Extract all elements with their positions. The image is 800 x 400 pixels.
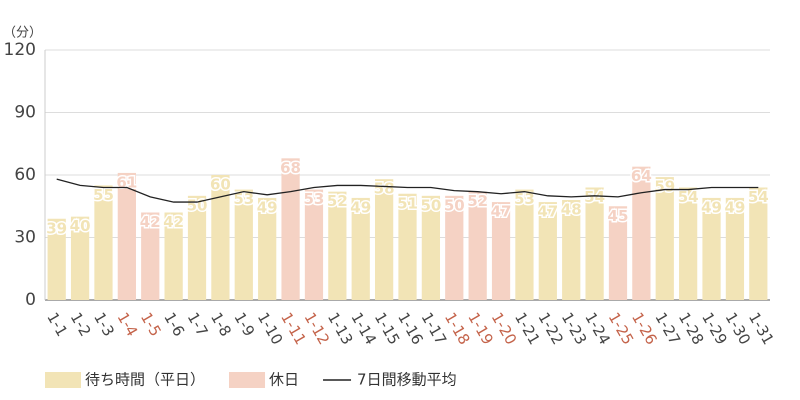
- x-tick-label: 1-8: [207, 309, 235, 339]
- data-label: 42: [163, 213, 184, 231]
- data-label: 58: [374, 180, 395, 198]
- bar: [725, 197, 745, 300]
- x-tick-label: 1-2: [67, 309, 95, 339]
- data-label: 47: [491, 203, 512, 221]
- data-label: 47: [537, 203, 558, 221]
- data-label: 68: [280, 159, 301, 177]
- legend-swatch: [229, 372, 266, 388]
- data-label: 42: [140, 213, 161, 231]
- data-label: 53: [304, 190, 325, 208]
- data-label: 54: [678, 188, 699, 206]
- data-label: 61: [116, 173, 137, 191]
- data-label: 53: [233, 190, 254, 208]
- line: [56, 178, 759, 203]
- data-label: 49: [724, 198, 745, 216]
- bar: [608, 206, 628, 300]
- data-label: 50: [420, 196, 441, 214]
- x-tick-label: 1-3: [90, 309, 118, 339]
- data-label: 52: [327, 192, 348, 210]
- y-tick-label: 0: [25, 290, 36, 310]
- data-label: 45: [608, 207, 629, 225]
- legend-label: 休日: [269, 371, 299, 389]
- bar: [141, 212, 160, 300]
- data-label: 49: [701, 198, 722, 216]
- data-label: 50: [444, 196, 465, 214]
- bar: [562, 200, 581, 300]
- x-tick-label: 1-9: [230, 309, 258, 339]
- bar: [258, 197, 277, 300]
- data-label: 52: [467, 192, 488, 210]
- bar: [211, 175, 230, 300]
- bar: [117, 172, 136, 300]
- data-label: 39: [46, 219, 67, 237]
- y-tick-label: 90: [14, 103, 36, 123]
- x-tick-label: 1-4: [113, 309, 141, 339]
- bar: [468, 191, 487, 300]
- bar: [491, 202, 511, 300]
- bar: [632, 166, 651, 300]
- bar: [585, 187, 604, 300]
- y-tick-label: 60: [14, 165, 36, 185]
- bar: [70, 216, 90, 300]
- bar: [515, 189, 534, 300]
- x-tick-label: 1-31: [745, 309, 778, 347]
- bar: [655, 177, 674, 300]
- data-label: 59: [654, 178, 675, 196]
- bar: [398, 193, 417, 300]
- data-label: 49: [350, 198, 371, 216]
- y-tick-label: 120: [4, 40, 36, 60]
- bar: [164, 212, 183, 300]
- data-label: 40: [70, 217, 91, 235]
- bar: [304, 189, 324, 300]
- data-label: 55: [93, 186, 114, 204]
- bar: [445, 195, 464, 300]
- data-label: 54: [748, 188, 769, 206]
- data-label: 49: [257, 198, 278, 216]
- data-label: 53: [514, 190, 535, 208]
- bar: [749, 187, 768, 300]
- data-label: 48: [561, 201, 582, 219]
- bar: [94, 185, 113, 300]
- x-tick-label: 1-6: [160, 309, 188, 339]
- data-label: 51: [397, 194, 418, 212]
- x-tick-label: 1-5: [137, 309, 165, 339]
- x-tick-label: 1-1: [43, 309, 71, 339]
- bar: [679, 187, 698, 300]
- bar: [702, 197, 721, 300]
- legend-label: 7日間移動平均: [357, 371, 457, 389]
- data-label: 60: [210, 176, 231, 194]
- legend-swatch: [45, 372, 81, 388]
- bar: [281, 158, 300, 300]
- bar: [234, 189, 253, 300]
- data-label: 50: [187, 196, 208, 214]
- bar: [351, 197, 370, 300]
- x-tick-label: 1-7: [184, 309, 212, 339]
- data-label: 64: [631, 167, 652, 185]
- bar: [421, 195, 441, 300]
- bar: [538, 202, 557, 300]
- y-unit: （分）: [3, 26, 42, 41]
- legend-label: 待ち時間（平日）: [85, 371, 205, 389]
- bar: [187, 195, 207, 300]
- y-tick-label: 30: [14, 228, 36, 248]
- bar: [374, 179, 394, 300]
- bar: [47, 218, 66, 300]
- data-label: 54: [584, 188, 605, 206]
- bar: [328, 191, 347, 300]
